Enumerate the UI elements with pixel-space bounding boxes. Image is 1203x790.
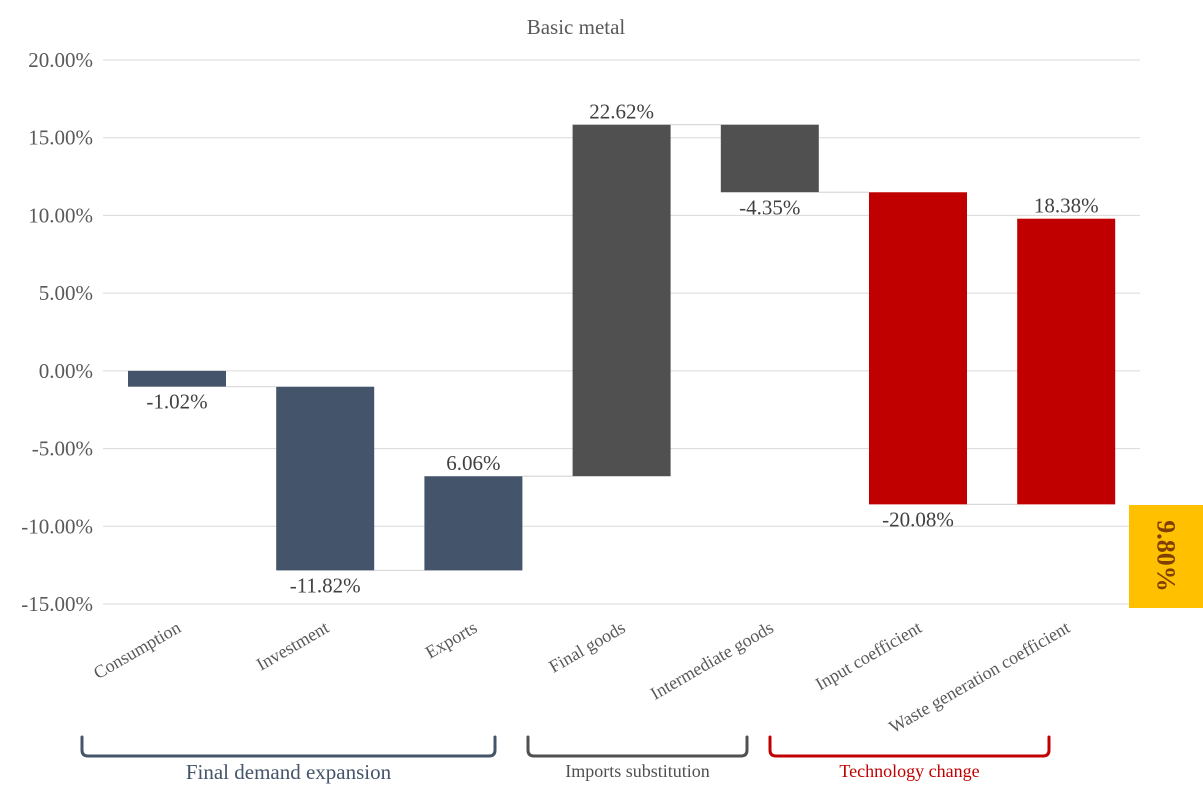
data-labels: -1.02% -11.82% 6.06% 22.62% -4.35% -20.08% 18.… — [146, 100, 1098, 598]
group-label-final-demand-expansion: Final demand expansion — [186, 760, 392, 784]
data-label-intermediate-goods: -4.35% — [739, 195, 800, 219]
group-bracket-final-demand-expansion — [80, 735, 497, 758]
bar-exports — [424, 476, 523, 571]
bar-consumption — [128, 370, 226, 387]
x-axis-labels: Consumption Investment Exports Final goods I… — [90, 617, 1073, 737]
y-tick-label: -15.00% — [21, 592, 93, 616]
x-tick-label-consumption: Consumption — [90, 617, 184, 683]
bar-final-goods — [572, 124, 671, 477]
group-bracket-imports-substitution — [526, 735, 749, 758]
group-label-technology-change: Technology change — [839, 761, 979, 781]
bar-connectors — [226, 124, 1018, 572]
bar-investment — [276, 386, 375, 571]
y-axis-ticks: 20.00% 15.00% 10.00% 5.00% 0.00% -5.00% -10.00… — [21, 48, 93, 616]
total-box-background — [1129, 505, 1203, 608]
group-bracket-technology-change — [768, 735, 1051, 758]
x-tick-label-final-goods: Final goods — [545, 617, 628, 677]
bar-intermediate-goods — [720, 124, 819, 193]
data-label-waste-generation-coefficient: 18.38% — [1034, 194, 1099, 218]
x-tick-label-intermediate-goods: Intermediate goods — [647, 617, 777, 704]
total-box: 9.80% — [1129, 505, 1203, 608]
bar-waste-generation-coefficient — [1017, 218, 1116, 505]
x-tick-label-exports: Exports — [422, 617, 480, 662]
x-tick-label-input-coefficient: Input coefficient — [812, 617, 925, 694]
y-tick-label: -5.00% — [32, 437, 93, 461]
y-tick-label: 10.00% — [28, 203, 93, 227]
y-tick-label: 5.00% — [39, 281, 93, 305]
total-value-label: 9.80% — [1152, 520, 1181, 592]
chart-title: Basic metal — [527, 15, 626, 39]
data-label-input-coefficient: -20.08% — [882, 507, 954, 531]
y-tick-label: 15.00% — [28, 126, 93, 150]
y-tick-label: 0.00% — [39, 359, 93, 383]
data-label-exports: 6.06% — [446, 451, 500, 475]
bar-input-coefficient — [869, 192, 967, 505]
group-label-imports-substitution: Imports substitution — [565, 761, 710, 781]
data-label-investment: -11.82% — [290, 573, 361, 597]
bars — [128, 124, 1116, 571]
y-tick-label: 20.00% — [28, 48, 93, 72]
category-groups: Final demand expansion Imports substituti… — [80, 735, 1051, 784]
y-tick-label: -10.00% — [21, 514, 93, 538]
data-label-final-goods: 22.62% — [589, 100, 654, 124]
data-label-consumption: -1.02% — [146, 390, 207, 414]
x-tick-label-investment: Investment — [253, 617, 332, 674]
